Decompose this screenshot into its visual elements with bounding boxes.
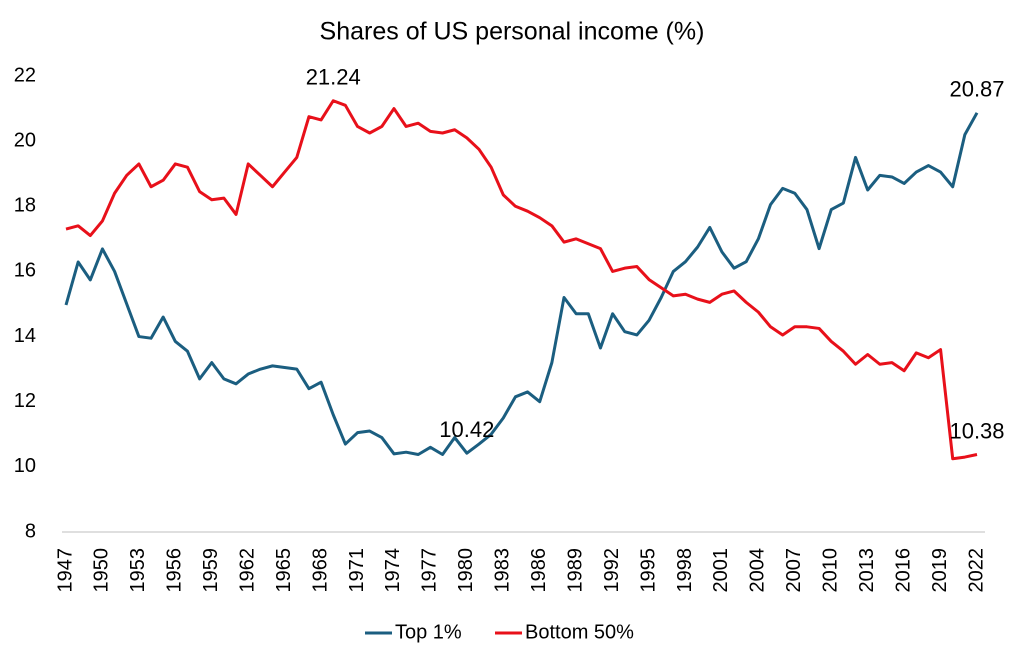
legend-label: Bottom 50% [525, 621, 634, 643]
x-tick-label: 1956 [164, 548, 186, 593]
x-tick-label: 1950 [91, 548, 113, 593]
data-label: 10.38 [949, 418, 1004, 443]
series-line [64, 112, 979, 456]
x-tick-label: 1983 [492, 548, 514, 593]
x-tick-label: 2013 [856, 548, 878, 593]
y-tick-label: 14 [14, 325, 36, 347]
y-tick-label: 22 [14, 64, 36, 86]
legend-label: Top 1% [395, 621, 462, 643]
x-tick-label: 1995 [637, 548, 659, 593]
data-label: 10.42 [439, 417, 494, 442]
x-tick-label: 2004 [747, 548, 769, 593]
x-tick-label: 1986 [528, 548, 550, 593]
x-tick-label: 1962 [236, 548, 258, 593]
x-tick-label: 2007 [783, 548, 805, 593]
x-tick-label: 1980 [455, 548, 477, 593]
x-tick-label: 2001 [710, 548, 732, 593]
x-tick-label: 1965 [273, 548, 295, 593]
x-tick-label: 1971 [346, 548, 368, 593]
x-tick-label: 2022 [965, 548, 987, 593]
x-tick-label: 1959 [200, 548, 222, 593]
x-tick-label: 2019 [929, 548, 951, 593]
y-tick-label: 10 [14, 455, 36, 477]
y-tick-label: 20 [14, 129, 36, 151]
y-tick-label: 16 [14, 260, 36, 282]
y-tick-label: 12 [14, 390, 36, 412]
chart-title: Shares of US personal income (%) [320, 18, 705, 46]
x-tick-label: 1974 [382, 548, 404, 593]
x-tick-label: 1953 [127, 548, 149, 593]
data-label: 21.24 [306, 65, 361, 90]
x-tick-label: 1992 [601, 548, 623, 593]
x-tick-label: 2010 [820, 548, 842, 593]
series-line [65, 99, 978, 461]
x-tick-label: 2016 [892, 548, 914, 593]
data-label: 20.87 [949, 77, 1004, 102]
y-tick-label: 18 [14, 195, 36, 217]
x-tick-label: 1968 [309, 548, 331, 593]
x-tick-label: 1989 [564, 548, 586, 593]
x-tick-label: 1998 [674, 548, 696, 593]
x-tick-label: 1947 [54, 548, 76, 593]
x-tick-label: 1977 [419, 548, 441, 593]
y-tick-label: 8 [25, 520, 36, 542]
